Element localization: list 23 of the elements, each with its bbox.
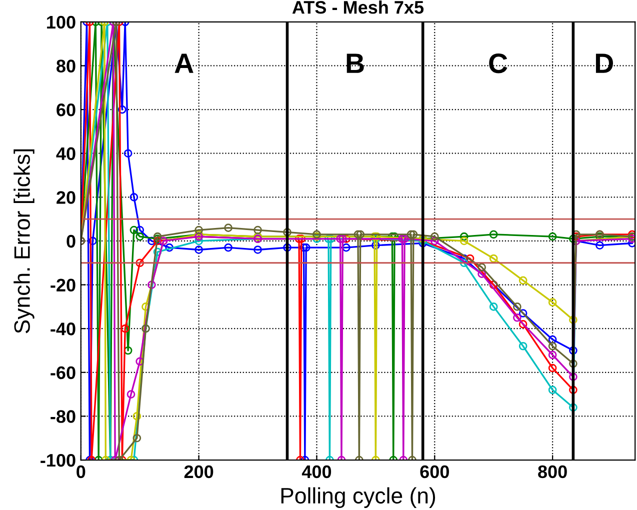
y-tick-label: -80 xyxy=(50,410,76,423)
y-tick-label: 20 xyxy=(56,191,76,204)
x-tick-label: 200 xyxy=(184,465,214,478)
y-tick-label: -60 xyxy=(50,366,76,380)
annotation: A xyxy=(174,54,194,73)
x-axis-title: Polling cycle (n) xyxy=(281,487,436,508)
annotation: B xyxy=(346,54,364,73)
x-tick-label: 600 xyxy=(420,465,449,478)
y-tick-label: 100 xyxy=(47,16,76,29)
y-tick-label: 0 xyxy=(66,234,76,248)
x-tick-label: 400 xyxy=(302,465,332,478)
y-axis-title: Synch. Error [ticks] xyxy=(14,149,34,334)
annotation: C xyxy=(489,54,508,74)
x-tick-label: 800 xyxy=(538,465,567,478)
y-tick-label: 60 xyxy=(56,103,76,116)
x-tick-label: 0 xyxy=(76,465,86,478)
chart-title: ATS - Mesh 7x5 xyxy=(292,0,424,14)
y-tick-label: -100 xyxy=(40,454,76,467)
annotation: D xyxy=(596,54,613,73)
y-tick-label: 80 xyxy=(56,60,76,72)
y-tick-label: -40 xyxy=(50,322,76,336)
y-tick-label: 40 xyxy=(56,147,76,160)
y-tick-label: -20 xyxy=(50,278,76,292)
